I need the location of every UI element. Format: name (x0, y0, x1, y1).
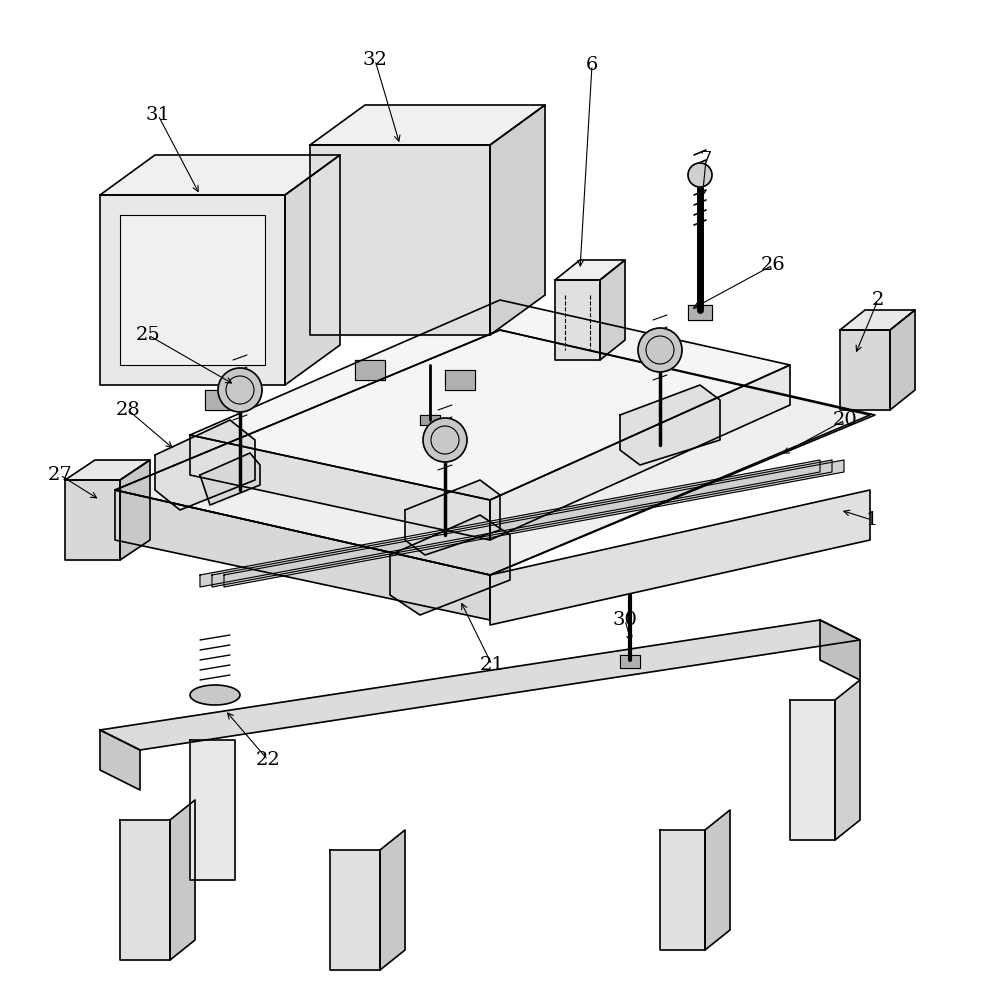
Text: 26: 26 (761, 256, 785, 274)
Polygon shape (100, 730, 140, 790)
Polygon shape (65, 460, 150, 480)
Text: 27: 27 (47, 466, 72, 484)
Text: 25: 25 (135, 326, 160, 344)
Polygon shape (190, 740, 235, 880)
Polygon shape (310, 105, 545, 145)
Polygon shape (120, 215, 265, 365)
Polygon shape (390, 515, 510, 615)
Circle shape (638, 328, 682, 372)
Polygon shape (555, 260, 625, 280)
Polygon shape (380, 830, 405, 970)
Polygon shape (310, 145, 490, 335)
Polygon shape (555, 280, 600, 360)
Polygon shape (490, 365, 790, 540)
Polygon shape (790, 700, 835, 840)
Circle shape (423, 418, 467, 462)
Text: 2: 2 (871, 291, 884, 309)
Text: 7: 7 (700, 151, 712, 169)
Polygon shape (840, 330, 890, 410)
Text: 6: 6 (586, 56, 598, 74)
Polygon shape (115, 330, 870, 575)
Circle shape (688, 163, 712, 187)
Polygon shape (840, 310, 915, 330)
Polygon shape (100, 195, 285, 385)
Polygon shape (420, 415, 440, 425)
Polygon shape (170, 800, 195, 960)
Polygon shape (660, 830, 705, 950)
Polygon shape (190, 435, 490, 540)
Polygon shape (285, 155, 340, 385)
Text: 1: 1 (865, 511, 878, 529)
Text: 31: 31 (145, 106, 171, 124)
Text: 20: 20 (833, 411, 858, 429)
Polygon shape (890, 310, 915, 410)
Polygon shape (705, 810, 730, 950)
Text: 22: 22 (256, 751, 281, 769)
Polygon shape (200, 453, 260, 505)
Polygon shape (212, 460, 832, 587)
Circle shape (218, 368, 262, 412)
Polygon shape (490, 105, 545, 335)
Polygon shape (100, 620, 860, 750)
Polygon shape (190, 300, 790, 500)
Ellipse shape (190, 685, 240, 705)
Polygon shape (355, 360, 385, 380)
Polygon shape (600, 260, 625, 360)
Polygon shape (205, 390, 235, 410)
Polygon shape (330, 850, 380, 970)
Text: 32: 32 (363, 51, 387, 69)
Polygon shape (445, 370, 475, 390)
Polygon shape (620, 655, 640, 668)
Polygon shape (120, 460, 150, 560)
Polygon shape (490, 490, 870, 625)
Polygon shape (405, 480, 500, 555)
Polygon shape (115, 330, 875, 575)
Polygon shape (688, 305, 712, 320)
Polygon shape (835, 680, 860, 840)
Polygon shape (820, 620, 860, 680)
Text: 30: 30 (613, 611, 637, 629)
Polygon shape (115, 490, 490, 620)
Polygon shape (155, 420, 255, 510)
Polygon shape (224, 460, 844, 587)
Polygon shape (120, 820, 170, 960)
Polygon shape (200, 460, 820, 587)
Polygon shape (100, 155, 340, 195)
Text: 28: 28 (116, 401, 140, 419)
Polygon shape (65, 480, 120, 560)
Text: 21: 21 (479, 656, 505, 674)
Polygon shape (620, 385, 720, 465)
